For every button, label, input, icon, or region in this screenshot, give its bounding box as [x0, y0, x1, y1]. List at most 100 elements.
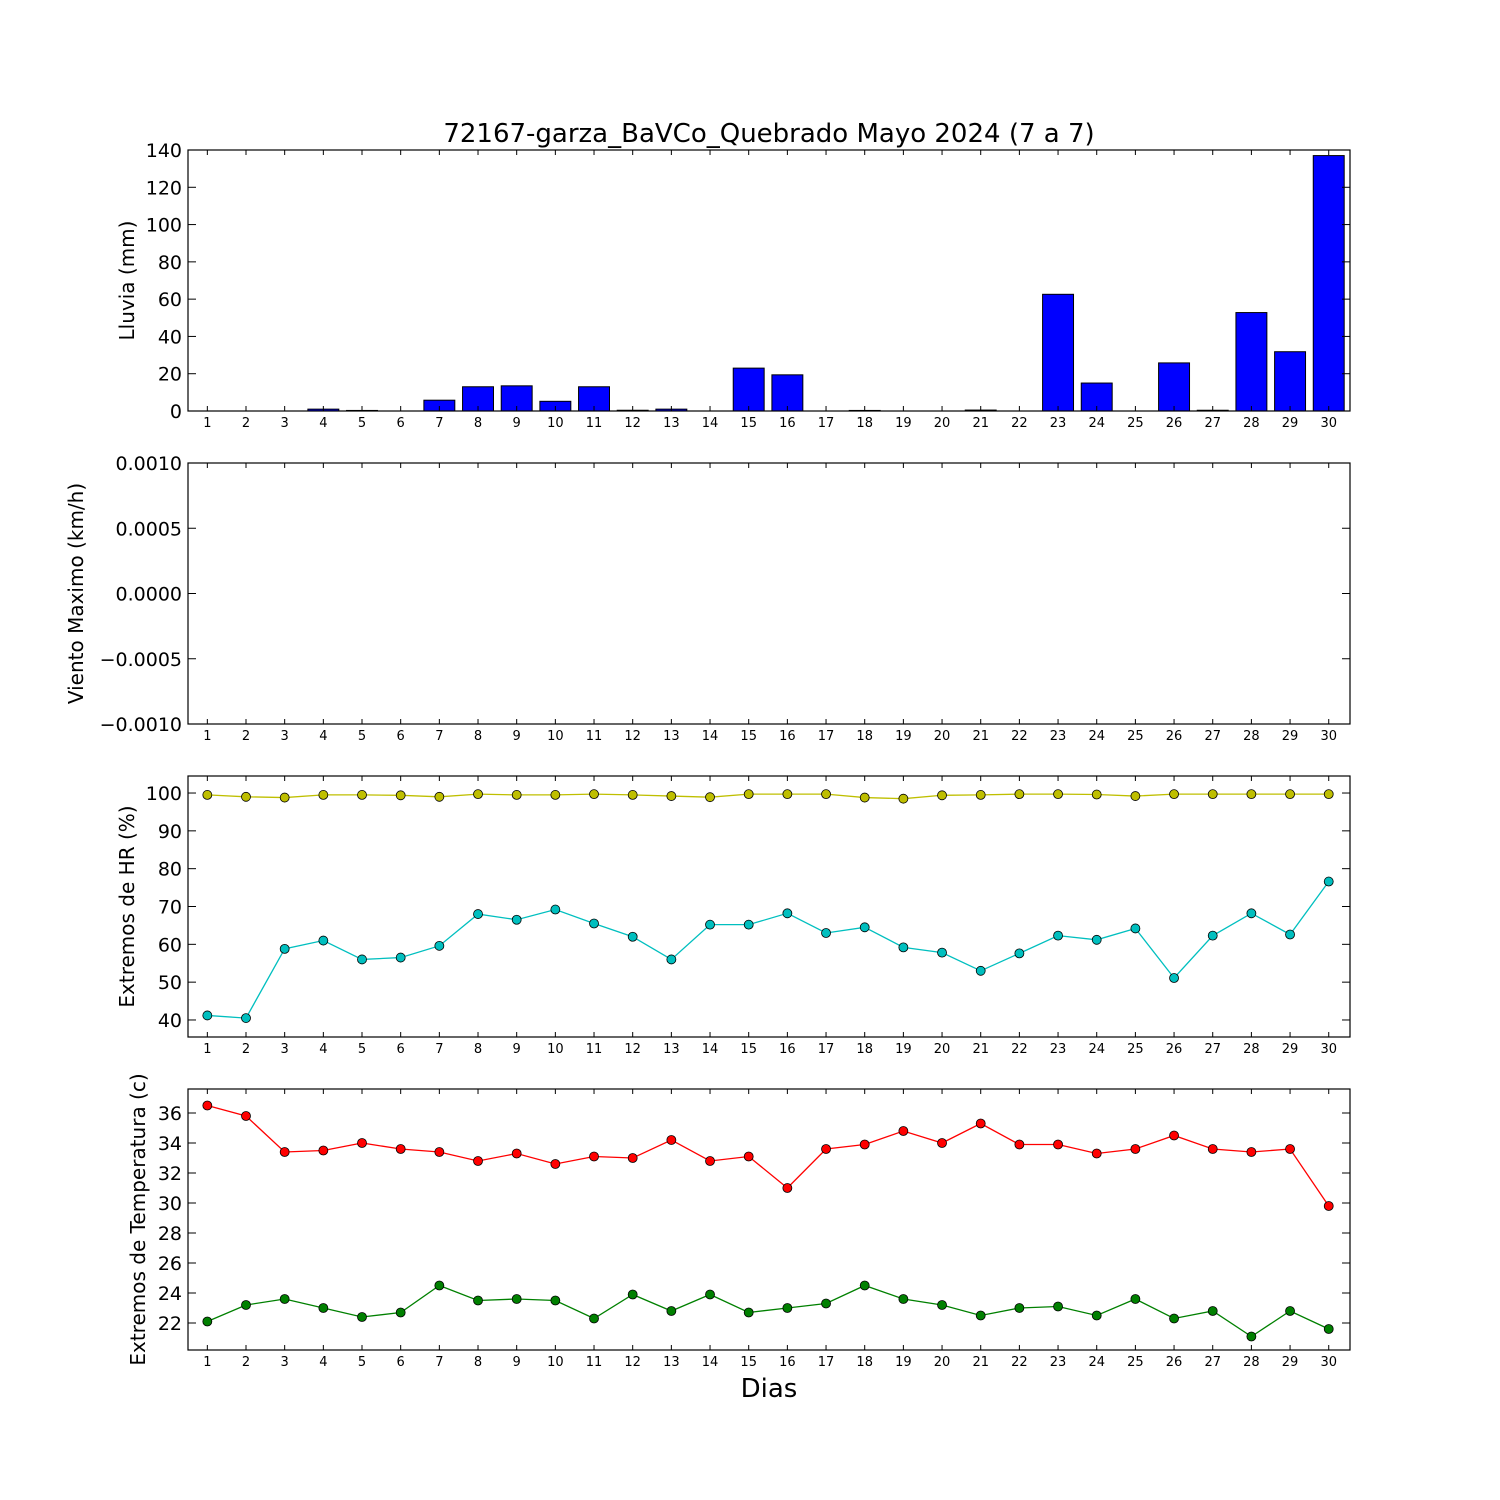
- x-tick-label: 16: [779, 729, 796, 744]
- point-series-2-day-19: [898, 942, 909, 953]
- x-tick-label: 3: [281, 1355, 289, 1370]
- point-series-2-day-10: [550, 1295, 561, 1306]
- x-tick-label: 14: [702, 1042, 719, 1057]
- panel-2: 1 2 3 4 5 6 7 8 9 10 11 12 13 14 15 16 17 18 19 20 21 22 23 24 2…: [64, 453, 1351, 744]
- x-tick-label: 1: [203, 729, 211, 744]
- x-tick-label: 3: [281, 1042, 289, 1057]
- y-tick-label: 30: [158, 1193, 182, 1215]
- x-tick-label: 2: [242, 416, 250, 431]
- x-tick-label: 26: [1166, 416, 1183, 431]
- x-tick-label: 4: [319, 1042, 327, 1057]
- point-series-2-day-28: [1246, 1331, 1257, 1342]
- x-tick-label: 17: [818, 729, 835, 744]
- y-axis-label: Lluvia (mm): [115, 221, 139, 341]
- x-tick-label: 25: [1127, 1355, 1144, 1370]
- point-series-2-day-5: [357, 954, 367, 965]
- x-tick-label: 11: [586, 416, 603, 431]
- point-series-1-day-7: [434, 1147, 445, 1157]
- point-series-1-day-14: [705, 1156, 715, 1166]
- x-tick-label: 29: [1282, 1355, 1299, 1370]
- point-series-2-day-10: [550, 904, 561, 915]
- x-tick-label: 29: [1282, 416, 1299, 431]
- x-tick-label: 19: [895, 1042, 912, 1057]
- point-series-2-day-22: [1014, 1303, 1025, 1313]
- x-tick-label: 17: [818, 1042, 835, 1057]
- x-tick-label: 13: [663, 1355, 680, 1370]
- point-series-1-day-11: [589, 1151, 599, 1162]
- x-tick-label: 14: [702, 729, 719, 744]
- x-tick-label: 18: [856, 1042, 873, 1057]
- x-tick-label: 9: [513, 1355, 521, 1370]
- point-series-2-day-14: [705, 1289, 715, 1300]
- y-tick-label: −0.0010: [100, 714, 182, 736]
- x-tick-label: 28: [1243, 1355, 1260, 1370]
- x-tick-label: 20: [934, 1042, 951, 1057]
- panel-1: 1 2 3 4 5 6 7 8 9 10 11 12 13 14 15 16 17 18 19 20 21 22 23 24 2…: [115, 140, 1351, 431]
- point-series-2-day-11: [589, 918, 599, 929]
- point-series-2-day-20: [937, 1300, 947, 1310]
- point-series-2-day-27: [1207, 930, 1218, 941]
- point-series-2-day-11: [589, 1313, 599, 1324]
- y-tick-label: 100: [146, 215, 182, 237]
- point-series-1-day-18: [859, 792, 870, 803]
- series-line-1: [207, 793, 1329, 800]
- x-tick-label: 23: [1050, 1355, 1067, 1370]
- x-tick-label: 28: [1243, 729, 1260, 744]
- series-line-2: [207, 1284, 1330, 1338]
- y-tick-label: −0.0005: [100, 649, 182, 671]
- point-series-2-day-3: [279, 1294, 290, 1304]
- point-series-1-day-24: [1091, 1148, 1102, 1159]
- point-series-1-day-19: [898, 1126, 909, 1136]
- point-series-1-day-9: [511, 790, 522, 800]
- point-series-1-day-23: [1053, 1139, 1063, 1150]
- x-tick-label: 5: [358, 729, 366, 744]
- x-tick-label: 6: [397, 729, 405, 744]
- y-tick-label: 40: [158, 326, 182, 348]
- x-tick-label: 13: [663, 1042, 680, 1057]
- point-series-1-day-2: [241, 791, 251, 802]
- x-tick-label: 25: [1127, 416, 1144, 431]
- x-tick-label: 2: [242, 1355, 250, 1370]
- x-tick-label: 24: [1088, 1355, 1105, 1370]
- point-series-1-day-13: [666, 791, 677, 801]
- x-tick-label: 24: [1088, 416, 1105, 431]
- point-series-1-day-1: [202, 1100, 213, 1111]
- point-series-2-day-6: [395, 952, 406, 963]
- y-tick-label: 32: [158, 1163, 182, 1185]
- x-tick-label: 12: [624, 1355, 641, 1370]
- point-series-2-day-7: [434, 1280, 445, 1291]
- point-series-1-day-26: [1169, 789, 1179, 800]
- point-series-1-day-3: [279, 792, 290, 803]
- point-series-1-day-27: [1207, 1144, 1218, 1154]
- point-series-1-day-29: [1285, 1144, 1295, 1154]
- point-series-2-day-21: [975, 965, 986, 976]
- point-series-2-day-30: [1323, 1324, 1334, 1334]
- x-tick-label: 19: [895, 729, 912, 744]
- x-tick-label: 18: [856, 1355, 873, 1370]
- point-series-2-day-25: [1130, 923, 1141, 934]
- series-line-1: [207, 1104, 1330, 1207]
- point-series-1-day-21: [975, 1118, 986, 1129]
- point-series-1-day-15: [743, 789, 754, 800]
- x-axis-label: Dias: [741, 1374, 798, 1404]
- x-tick-label: 13: [663, 729, 680, 744]
- point-series-1-day-6: [395, 1144, 406, 1154]
- bar-day-15: [732, 367, 765, 412]
- x-tick-label: 9: [513, 416, 521, 431]
- bar-day-23: [1042, 293, 1075, 412]
- x-tick-label: 7: [435, 1042, 443, 1057]
- x-tick-label: 11: [586, 1042, 603, 1057]
- x-tick-label: 25: [1127, 729, 1144, 744]
- x-tick-label: 20: [934, 416, 951, 431]
- point-series-1-day-30: [1323, 1201, 1334, 1211]
- point-series-2-day-15: [743, 919, 754, 930]
- x-tick-label: 22: [1011, 1042, 1028, 1057]
- x-tick-label: 16: [779, 1355, 796, 1370]
- point-series-1-day-12: [627, 1153, 638, 1163]
- x-tick-label: 15: [740, 1355, 757, 1370]
- plot-frame: [187, 462, 1351, 725]
- point-series-2-day-6: [395, 1307, 406, 1318]
- x-tick-label: 15: [740, 416, 757, 431]
- y-axis-label: Viento Maximo (km/h): [64, 483, 88, 704]
- point-series-1-day-8: [473, 789, 483, 800]
